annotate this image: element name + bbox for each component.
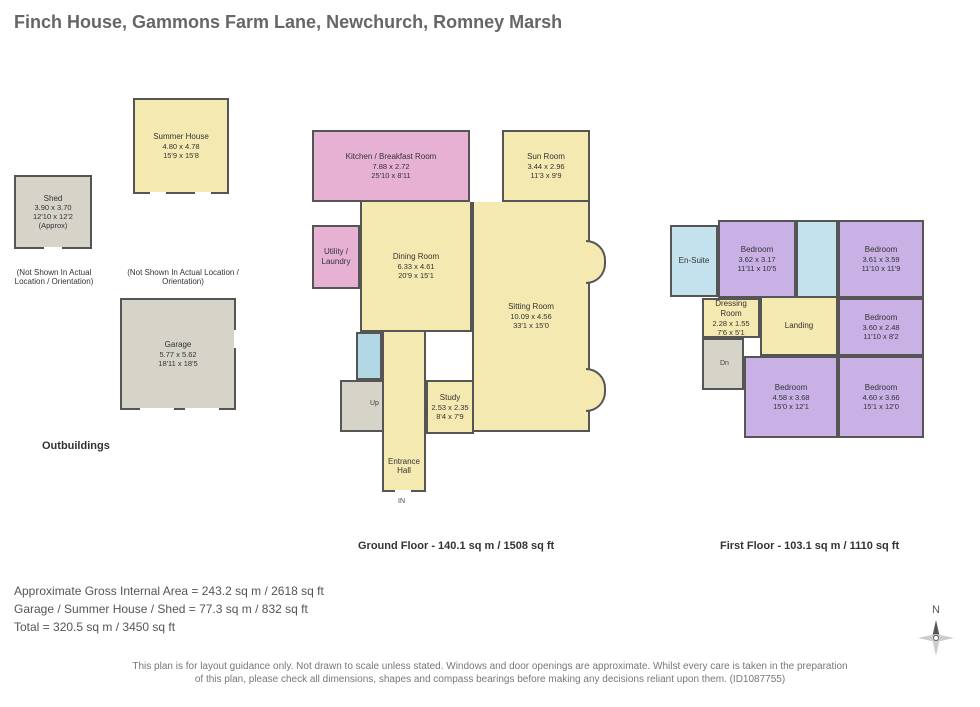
room-bed2: Bedroom 3.61 x 3.59 11'10 x 11'9 <box>838 220 924 298</box>
garage-dim: 5.77 x 5.62 <box>159 350 196 359</box>
room-utility: Utility / Laundry <box>312 225 360 289</box>
room-bed3: Bedroom 3.60 x 2.48 11'10 x 8'2 <box>838 298 924 356</box>
sitting-name: Sitting Room <box>508 302 554 312</box>
disclaimer-text: This plan is for layout guidance only. N… <box>130 660 850 686</box>
shed-name: Shed <box>44 194 63 204</box>
bed5-imp: 15'1 x 12'0 <box>863 402 899 411</box>
hall-name: Entrance Hall <box>388 457 420 476</box>
room-bed1: Bedroom 3.62 x 3.17 11'11 x 10'5 <box>718 220 796 298</box>
dining-dim: 6.33 x 4.61 <box>397 262 434 271</box>
summer-caption: (Not Shown In Actual Location / Orientat… <box>118 268 248 286</box>
in-label: IN <box>398 498 405 505</box>
room-dressing: Dressing Room 2.28 x 1.55 7'6 x 5'1 <box>702 298 760 338</box>
utility-name: Utility / Laundry <box>322 247 351 266</box>
shed-note: (Approx) <box>39 221 68 230</box>
summer-dim: 4.80 x 4.78 <box>162 142 199 151</box>
sun-imp: 11'3 x 9'9 <box>530 171 561 180</box>
room-ensuite: En-Suite <box>670 225 718 297</box>
bed1-imp: 11'11 x 10'5 <box>738 264 777 273</box>
kitchen-dim: 7.88 x 2.72 <box>372 162 409 171</box>
summer-imp: 15'9 x 15'8 <box>163 151 199 160</box>
summary-l3: Total = 320.5 sq m / 3450 sq ft <box>14 618 324 636</box>
dressing-imp: 7'6 x 5'1 <box>717 328 744 337</box>
dressing-name: Dressing Room <box>704 299 758 318</box>
room-landing: Landing <box>760 298 838 356</box>
bed5-name: Bedroom <box>865 383 897 393</box>
bed3-dim: 3.60 x 2.48 <box>862 323 899 332</box>
bed1-dim: 3.62 x 3.17 <box>738 255 775 264</box>
compass-n: N <box>932 604 940 616</box>
bed4-imp: 15'0 x 12'1 <box>773 402 809 411</box>
bed4-name: Bedroom <box>775 383 807 393</box>
bed3-imp: 11'10 x 8'2 <box>863 332 898 341</box>
shed-dim: 3.90 x 3.70 <box>34 203 71 212</box>
bed1-name: Bedroom <box>741 245 773 255</box>
shed-caption: (Not Shown In Actual Location / Orientat… <box>4 268 104 286</box>
bay-window-1 <box>586 240 606 284</box>
sitting-dim: 10.09 x 4.56 <box>510 312 551 321</box>
room-shed: Shed 3.90 x 3.70 12'10 x 12'2 (Approx) <box>14 175 92 249</box>
first-floor-label: First Floor - 103.1 sq m / 1110 sq ft <box>720 540 899 552</box>
room-kitchen: Kitchen / Breakfast Room 7.88 x 2.72 25'… <box>312 130 470 202</box>
room-bed4: Bedroom 4.58 x 3.68 15'0 x 12'1 <box>744 356 838 438</box>
shed-imp: 12'10 x 12'2 <box>33 212 73 221</box>
compass-icon: N <box>916 618 956 658</box>
up-label: Up <box>370 400 379 407</box>
bed3-name: Bedroom <box>865 313 897 323</box>
kitchen-name: Kitchen / Breakfast Room <box>346 152 437 162</box>
garage-name: Garage <box>165 340 192 350</box>
room-dining: Dining Room 6.33 x 4.61 20'9 x 15'1 <box>360 202 472 332</box>
ground-floor-label: Ground Floor - 140.1 sq m / 1508 sq ft <box>358 540 554 552</box>
summer-name: Summer House <box>153 132 209 142</box>
study-imp: 8'4 x 7'9 <box>436 412 463 421</box>
bed2-name: Bedroom <box>865 245 897 255</box>
summary-l2: Garage / Summer House / Shed = 77.3 sq m… <box>14 600 324 618</box>
room-sun: Sun Room 3.44 x 2.96 11'3 x 9'9 <box>502 130 590 202</box>
outbuildings-label: Outbuildings <box>42 440 110 452</box>
room-garage: Garage 5.77 x 5.62 18'11 x 18'5 <box>120 298 236 410</box>
room-wc <box>356 332 382 380</box>
room-summer-house: Summer House 4.80 x 4.78 15'9 x 15'8 <box>133 98 229 194</box>
sun-dim: 3.44 x 2.96 <box>527 162 564 171</box>
garage-imp: 18'11 x 18'5 <box>158 359 197 368</box>
summary-l1: Approximate Gross Internal Area = 243.2 … <box>14 582 324 600</box>
bed2-imp: 11'10 x 11'9 <box>862 264 901 273</box>
summary-block: Approximate Gross Internal Area = 243.2 … <box>14 582 324 636</box>
sitting-imp: 33'1 x 15'0 <box>513 321 549 330</box>
bed4-dim: 4.58 x 3.68 <box>772 393 809 402</box>
sun-name: Sun Room <box>527 152 565 162</box>
dressing-dim: 2.28 x 1.55 <box>712 319 749 328</box>
room-bath <box>796 220 838 298</box>
dining-imp: 20'9 x 15'1 <box>398 271 434 280</box>
dn-label: Dn <box>720 360 729 367</box>
room-study: Study 2.53 x 2.35 8'4 x 7'9 <box>426 380 474 434</box>
dining-name: Dining Room <box>393 252 439 262</box>
kitchen-imp: 25'10 x 8'11 <box>371 171 410 180</box>
study-name: Study <box>440 393 460 403</box>
bed2-dim: 3.61 x 3.59 <box>862 255 899 264</box>
bay-window-2 <box>586 368 606 412</box>
ensuite-name: En-Suite <box>679 256 710 266</box>
page-title: Finch House, Gammons Farm Lane, Newchurc… <box>14 12 562 33</box>
room-sitting: Sitting Room 10.09 x 4.56 33'1 x 15'0 <box>472 202 590 432</box>
study-dim: 2.53 x 2.35 <box>431 403 468 412</box>
room-hall: Entrance Hall <box>382 332 426 492</box>
room-bed5: Bedroom 4.60 x 3.66 15'1 x 12'0 <box>838 356 924 438</box>
bed5-dim: 4.60 x 3.66 <box>862 393 899 402</box>
landing-name: Landing <box>785 321 813 331</box>
